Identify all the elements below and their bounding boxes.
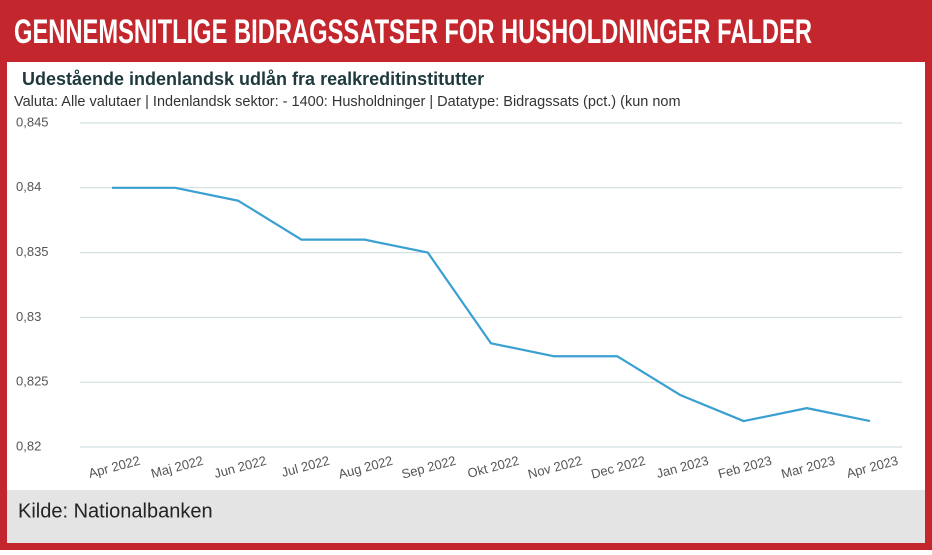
header: GENNEMSNITLIGE BIDRAGSSATSER FOR HUSHOLD… [14,13,812,51]
y-tick-label: 0,835 [16,244,49,259]
y-tick-label: 0,82 [16,438,41,453]
y-tick-label: 0,845 [16,114,49,129]
y-tick-label: 0,83 [16,309,41,324]
chart-subtitle: Valuta: Alle valutaer | Indenlandsk sekt… [14,94,681,110]
y-tick-label: 0,84 [16,179,41,194]
line [112,186,871,423]
y-tick-label: 0,825 [16,374,49,389]
panel [7,62,925,543]
source: Kilde: Nationalbanken [18,500,213,522]
chart-title: Udestående indenlandsk udlån fra realkre… [22,69,484,89]
footer [7,490,925,543]
